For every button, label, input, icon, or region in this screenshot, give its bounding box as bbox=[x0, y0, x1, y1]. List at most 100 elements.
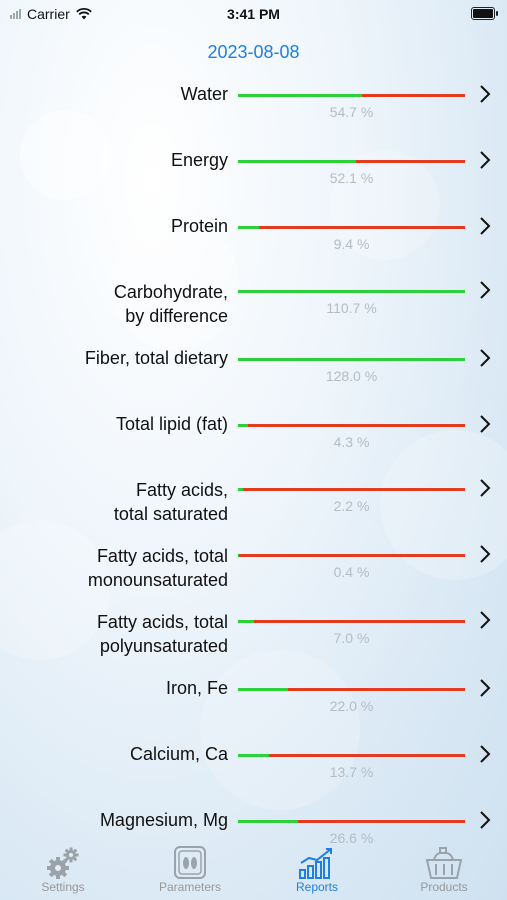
nutrient-row[interactable]: Fiber, total dietary 128.0 % bbox=[0, 342, 507, 408]
nutrient-name: Calcium, Ca bbox=[0, 742, 228, 766]
percent-label: 9.4 % bbox=[333, 236, 370, 252]
percent-label: 7.0 % bbox=[333, 630, 370, 646]
chart-icon bbox=[299, 848, 332, 879]
percent-label: 110.7 % bbox=[326, 300, 377, 316]
chevron-right-icon[interactable] bbox=[478, 678, 492, 698]
progress-bar bbox=[238, 226, 465, 229]
progress-fill bbox=[238, 94, 363, 97]
nutrient-name: Iron, Fe bbox=[0, 676, 228, 700]
status-time: 3:41 PM bbox=[227, 6, 280, 22]
tab-parameters-label: Parameters bbox=[158, 880, 222, 894]
chevron-right-icon[interactable] bbox=[478, 744, 492, 764]
nutrient-row[interactable]: Magnesium, Mg 26.6 % bbox=[0, 804, 507, 848]
tab-reports-label: Reports bbox=[295, 880, 339, 894]
tab-parameters[interactable]: Parameters bbox=[127, 844, 253, 894]
nutrient-row[interactable]: Iron, Fe 22.0 % bbox=[0, 672, 507, 738]
nutrient-name-line: Fatty acids, total bbox=[96, 612, 228, 632]
nutrient-row[interactable]: Total lipid (fat) 4.3 % bbox=[0, 408, 507, 474]
percent-label: 52.1 % bbox=[329, 170, 374, 186]
gears-icon bbox=[47, 847, 79, 879]
nutrient-name-line: Magnesium, Mg bbox=[99, 810, 228, 830]
percent-label: 26.6 % bbox=[329, 830, 374, 846]
nutrient-name: Energy bbox=[0, 148, 228, 172]
progress-fill bbox=[238, 820, 299, 823]
progress-bar bbox=[238, 290, 465, 293]
progress-bar bbox=[238, 488, 465, 491]
nutrient-name-line: Fatty acids, total bbox=[96, 546, 228, 566]
nutrient-name: Fatty acids, total saturated bbox=[0, 478, 228, 526]
progress-bar bbox=[238, 358, 465, 361]
chevron-right-icon[interactable] bbox=[478, 150, 492, 170]
wifi-icon bbox=[75, 8, 92, 20]
progress-fill bbox=[238, 290, 465, 293]
progress-bar bbox=[238, 820, 465, 823]
signal-icon bbox=[10, 9, 21, 19]
progress-bar bbox=[238, 554, 465, 557]
nutrient-name: Protein bbox=[0, 214, 228, 238]
nutrient-name-line: Energy bbox=[170, 150, 228, 170]
nutrient-row[interactable]: Energy 52.1 % bbox=[0, 144, 507, 210]
progress-fill bbox=[238, 358, 465, 361]
progress-fill bbox=[238, 620, 254, 623]
progress-fill bbox=[238, 226, 260, 229]
chevron-right-icon[interactable] bbox=[478, 414, 492, 434]
tab-products[interactable]: Products bbox=[381, 844, 507, 894]
report-date[interactable]: 2023-08-08 bbox=[207, 42, 300, 62]
progress-fill bbox=[238, 160, 357, 163]
nutrient-row[interactable]: Fatty acids, total saturated 2.2 % bbox=[0, 474, 507, 540]
nutrient-row[interactable]: Fatty acids, total monounsaturated 0.4 % bbox=[0, 540, 507, 606]
nutrient-name-line: Protein bbox=[170, 216, 228, 236]
nutrient-name-line: polyunsaturated bbox=[99, 636, 228, 656]
nutrient-name-line: Total lipid (fat) bbox=[115, 414, 228, 434]
progress-fill bbox=[238, 488, 243, 491]
progress-bar bbox=[238, 620, 465, 623]
progress-bar bbox=[238, 754, 465, 757]
nutrient-name: Magnesium, Mg bbox=[0, 808, 228, 832]
carrier-label: Carrier bbox=[27, 6, 70, 22]
progress-fill bbox=[238, 688, 288, 691]
tab-settings[interactable]: Settings bbox=[0, 844, 126, 894]
progress-bar bbox=[238, 160, 465, 163]
tab-reports[interactable]: Reports bbox=[254, 844, 380, 894]
chevron-right-icon[interactable] bbox=[478, 84, 492, 104]
chevron-right-icon[interactable] bbox=[478, 610, 492, 630]
battery-icon bbox=[471, 7, 498, 20]
nutrient-row[interactable]: Fatty acids, total polyunsaturated 7.0 % bbox=[0, 606, 507, 672]
status-bar: Carrier 3:41 PM bbox=[0, 0, 507, 30]
chevron-right-icon[interactable] bbox=[478, 544, 492, 564]
nutrient-name-line: Iron, Fe bbox=[165, 678, 228, 698]
progress-fill bbox=[238, 554, 239, 557]
progress-fill bbox=[238, 754, 270, 757]
percent-label: 0.4 % bbox=[333, 564, 370, 580]
chevron-right-icon[interactable] bbox=[478, 478, 492, 498]
nutrient-name-line: by difference bbox=[125, 306, 228, 326]
nutrient-name-line: Fiber, total dietary bbox=[84, 348, 228, 368]
nutrient-list: Water 54.7 % Energy 52.1 % Protein 9.4 % Carbo… bbox=[0, 78, 507, 848]
tab-products-label: Products bbox=[420, 880, 468, 894]
nutrient-name: Fiber, total dietary bbox=[0, 346, 228, 370]
percent-label: 13.7 % bbox=[329, 764, 374, 780]
nutrient-name: Fatty acids, total monounsaturated bbox=[0, 544, 228, 592]
nutrient-name-line: Carbohydrate, bbox=[113, 282, 228, 302]
percent-label: 54.7 % bbox=[329, 104, 374, 120]
nutrient-row[interactable]: Carbohydrate, by difference 110.7 % bbox=[0, 276, 507, 342]
nutrient-row[interactable]: Calcium, Ca 13.7 % bbox=[0, 738, 507, 804]
progress-bar bbox=[238, 94, 465, 97]
chevron-right-icon[interactable] bbox=[478, 810, 492, 830]
chevron-right-icon[interactable] bbox=[478, 280, 492, 300]
progress-bar bbox=[238, 424, 465, 427]
nutrient-row[interactable]: Water 54.7 % bbox=[0, 78, 507, 144]
percent-label: 2.2 % bbox=[333, 498, 370, 514]
percent-label: 128.0 % bbox=[325, 368, 378, 384]
chevron-right-icon[interactable] bbox=[478, 348, 492, 368]
nutrient-name-line: Fatty acids, bbox=[135, 480, 228, 500]
percent-label: 4.3 % bbox=[333, 434, 370, 450]
basket-icon bbox=[425, 847, 463, 879]
nutrient-name-line: monounsaturated bbox=[87, 570, 228, 590]
nutrient-name-line: total saturated bbox=[113, 504, 228, 524]
nutrient-name-line: Calcium, Ca bbox=[129, 744, 228, 764]
progress-fill bbox=[238, 424, 248, 427]
nutrient-name: Carbohydrate, by difference bbox=[0, 280, 228, 328]
chevron-right-icon[interactable] bbox=[478, 216, 492, 236]
nutrient-row[interactable]: Protein 9.4 % bbox=[0, 210, 507, 276]
